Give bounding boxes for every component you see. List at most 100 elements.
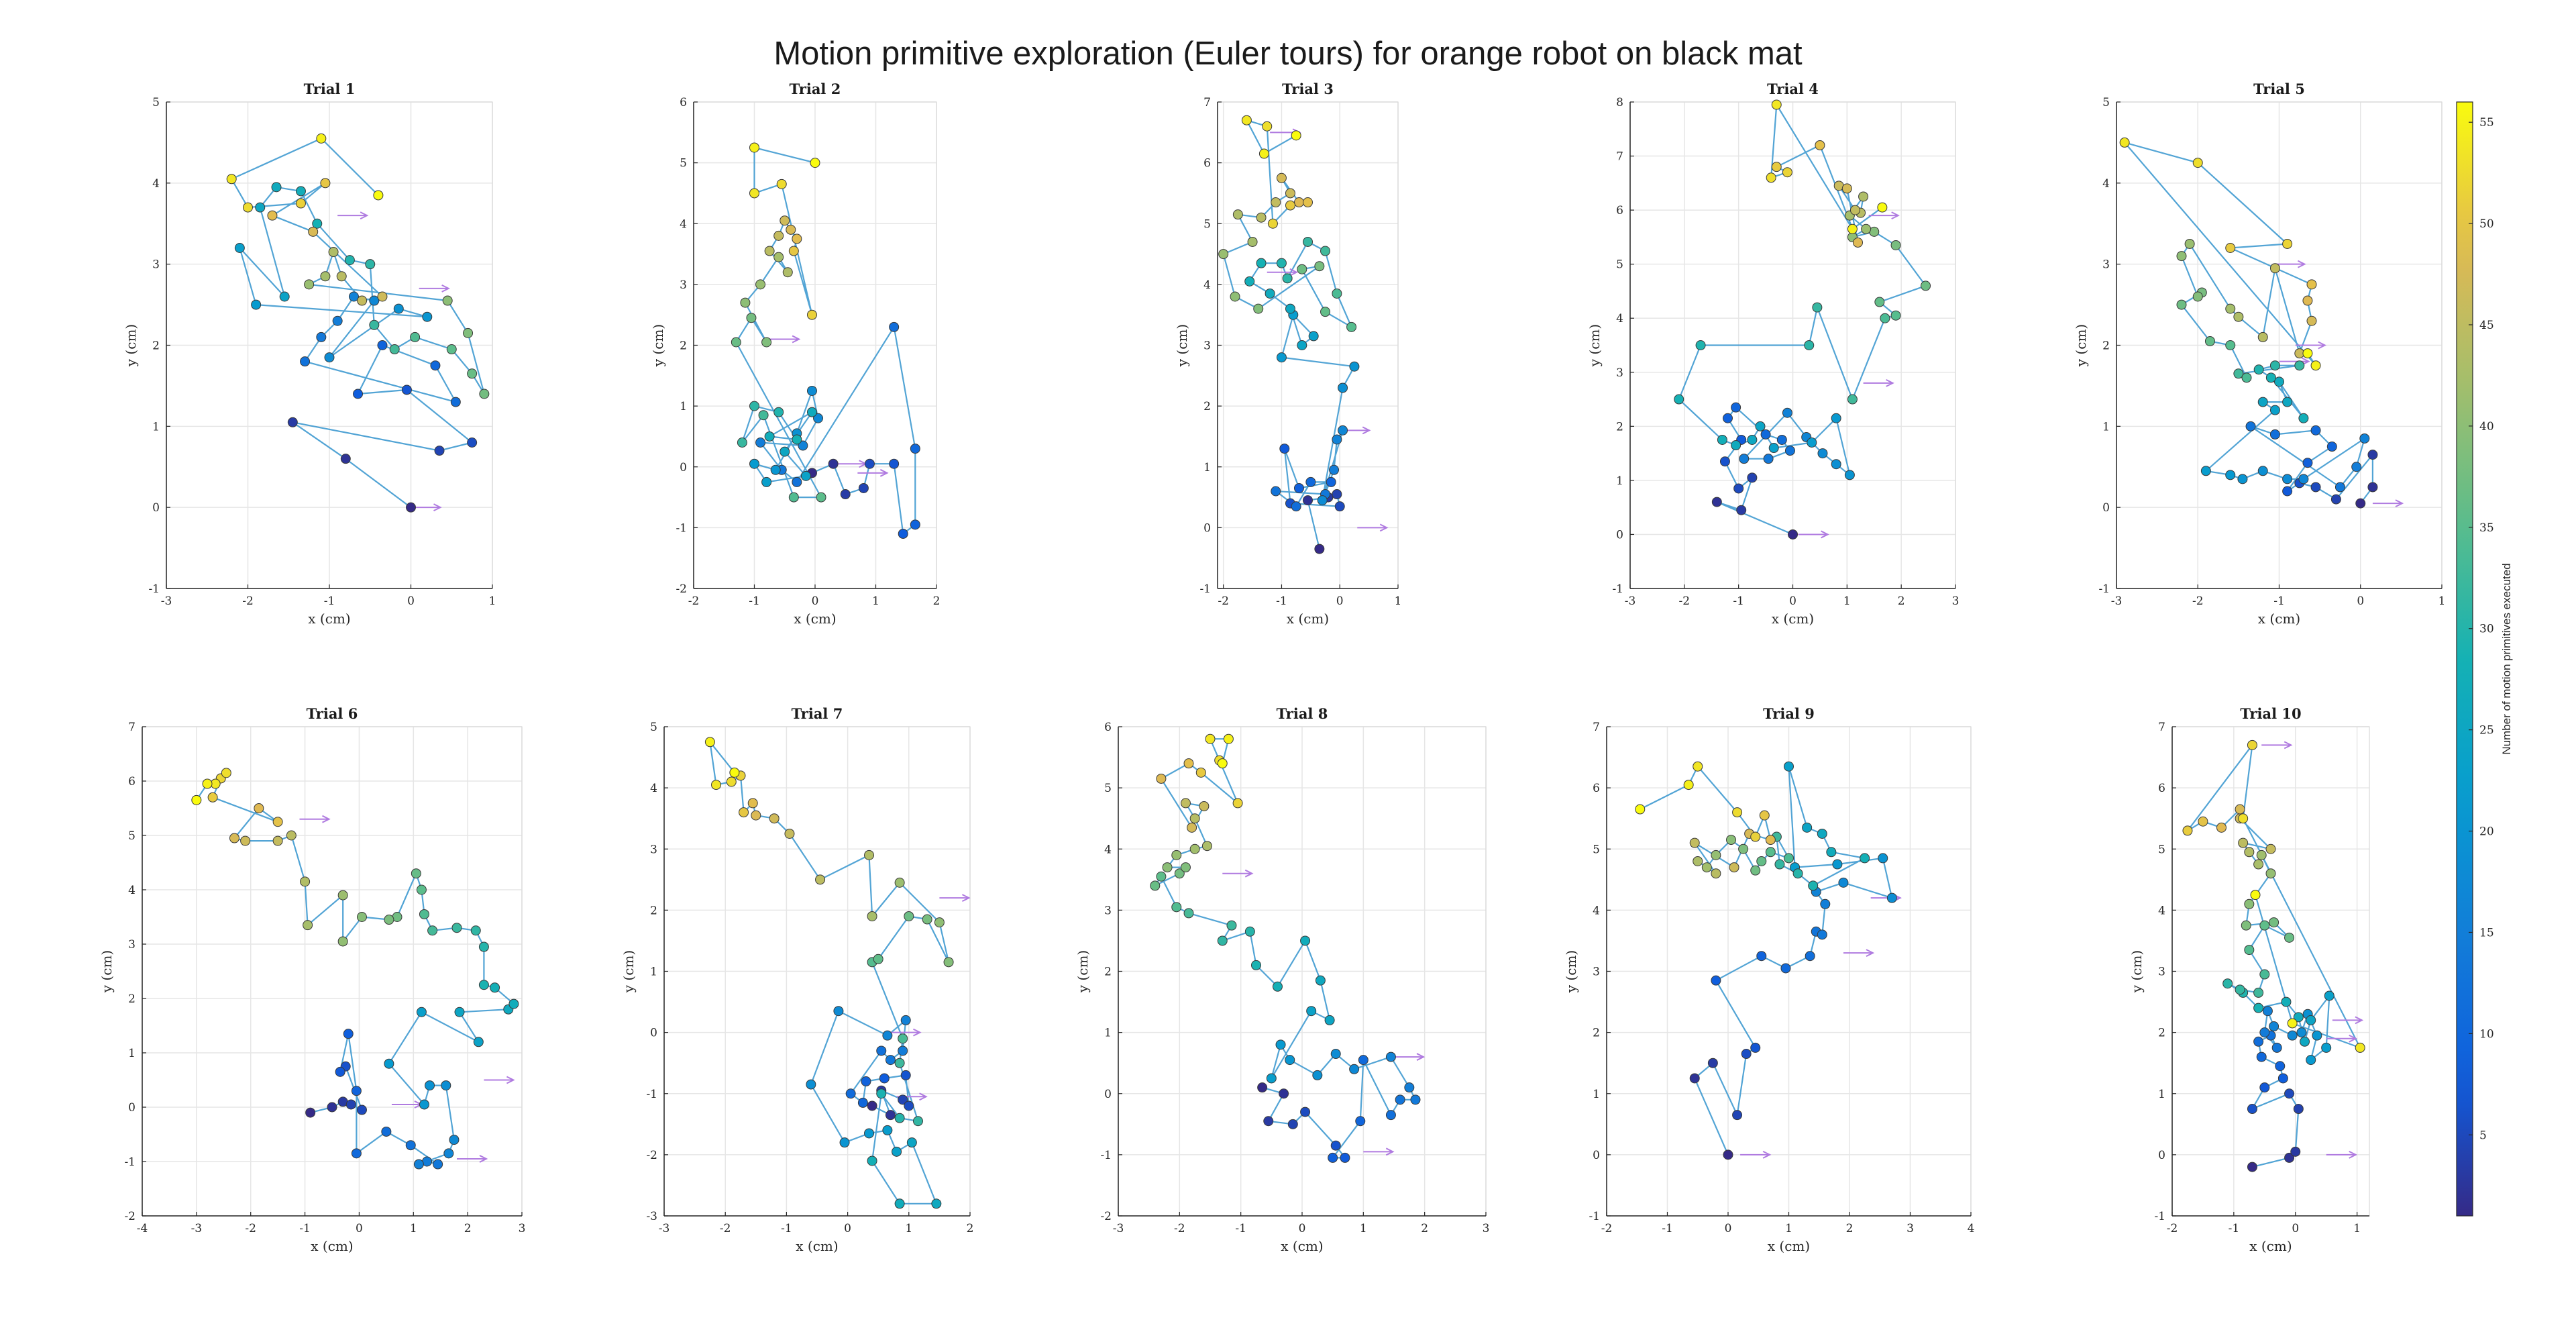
x-tick-label: 0 [1336, 595, 1344, 608]
data-point [1266, 1073, 1277, 1084]
data-point [1774, 859, 1785, 870]
data-point [1180, 798, 1191, 809]
y-tick-label: 5 [680, 157, 687, 170]
y-tick-label: 1 [2158, 1088, 2165, 1101]
x-tick-label: -1 [1235, 1222, 1246, 1235]
y-tick-label: 3 [2102, 258, 2110, 272]
data-point [327, 1102, 337, 1113]
subplot-title: Trial 1 [304, 81, 356, 97]
y-tick-label: -1 [646, 1088, 657, 1101]
x-tick-label: -3 [2111, 595, 2123, 608]
data-point [2257, 397, 2268, 407]
x-tick-label: 3 [1907, 1222, 1914, 1235]
data-point [1886, 892, 1897, 903]
data-point [1784, 853, 1794, 864]
y-tick-label: 3 [128, 938, 136, 952]
y-tick-label: 3 [152, 258, 160, 272]
y-tick-label: -2 [676, 582, 687, 596]
data-point [773, 230, 784, 241]
data-point [271, 182, 282, 193]
x-tick-label: -3 [161, 595, 172, 608]
heading-arrowhead [2318, 341, 2326, 350]
data-point [479, 389, 490, 399]
data-point [2367, 450, 2378, 460]
x-axis-label: x (cm) [1768, 1238, 1810, 1254]
data-point [1878, 853, 1888, 864]
data-point [1217, 935, 1228, 946]
y-tick-label: -1 [1589, 1210, 1600, 1223]
data-point [2176, 299, 2187, 310]
data-point [2269, 429, 2280, 440]
heading-arrowhead [1289, 268, 1298, 276]
data-point [806, 407, 817, 417]
data-point [2256, 1051, 2267, 1062]
y-axis-label: y (cm) [99, 950, 115, 993]
x-tick-label: 0 [356, 1222, 363, 1235]
data-point [906, 1137, 917, 1148]
data-point [1291, 501, 1301, 512]
data-point [1693, 856, 1703, 866]
data-point [1807, 438, 1817, 448]
data-point [1707, 1058, 1718, 1068]
data-point [2253, 1003, 2264, 1013]
data-point [761, 337, 772, 348]
data-point [1731, 440, 1741, 451]
data-point [1187, 822, 1197, 833]
data-point [782, 267, 793, 278]
data-point [2269, 917, 2279, 928]
y-tick-label: 1 [1593, 1088, 1600, 1101]
y-tick-label: 0 [650, 1027, 657, 1040]
data-point [813, 413, 824, 423]
data-point [1802, 822, 1813, 833]
data-point [1723, 1149, 1733, 1160]
data-point [2334, 482, 2345, 493]
x-tick-label: 0 [812, 595, 819, 608]
data-point [1241, 115, 1252, 125]
data-point [1285, 188, 1295, 199]
data-point [904, 911, 914, 921]
colorbar-tick-label: 50 [2479, 217, 2494, 231]
data-point [1171, 902, 1182, 913]
x-tick-label: 0 [1299, 1222, 1306, 1235]
heading-arrowhead [1866, 949, 1875, 958]
data-point [840, 489, 851, 500]
data-point [751, 810, 761, 821]
data-point [2176, 251, 2187, 262]
colorbar-tick-label: 55 [2479, 116, 2494, 130]
data-point [1782, 167, 1792, 178]
data-point [2312, 1030, 2322, 1041]
data-point [739, 807, 749, 818]
data-point [857, 1097, 868, 1108]
data-point [2245, 421, 2256, 431]
data-point [1763, 454, 1774, 464]
y-tick-label: 4 [1616, 312, 1623, 325]
data-point [1340, 1152, 1350, 1163]
data-point [770, 464, 781, 475]
y-tick-label: 2 [1593, 1027, 1600, 1040]
data-point [1747, 434, 1758, 445]
data-point [286, 830, 297, 841]
data-point [1701, 862, 1712, 873]
data-point [769, 813, 780, 824]
y-tick-label: 5 [650, 721, 657, 734]
data-point [2282, 397, 2293, 407]
y-tick-label: 5 [2158, 843, 2165, 856]
data-point [450, 397, 461, 407]
data-point [792, 434, 802, 445]
x-tick-label: -1 [781, 1222, 792, 1235]
data-point [894, 1058, 905, 1068]
heading-arrowhead [1244, 869, 1254, 878]
y-tick-label: 1 [152, 420, 160, 433]
y-tick-label: 4 [650, 782, 657, 795]
data-point [1861, 223, 1872, 234]
y-axis-label: y (cm) [1563, 950, 1579, 993]
data-point [898, 528, 908, 539]
data-point [251, 299, 262, 310]
data-point [442, 295, 453, 306]
data-point [1276, 172, 1287, 183]
heading-arrowhead [2284, 741, 2293, 750]
y-tick-label: 5 [2102, 96, 2110, 109]
data-point [2235, 984, 2245, 995]
data-point [1726, 835, 1737, 845]
